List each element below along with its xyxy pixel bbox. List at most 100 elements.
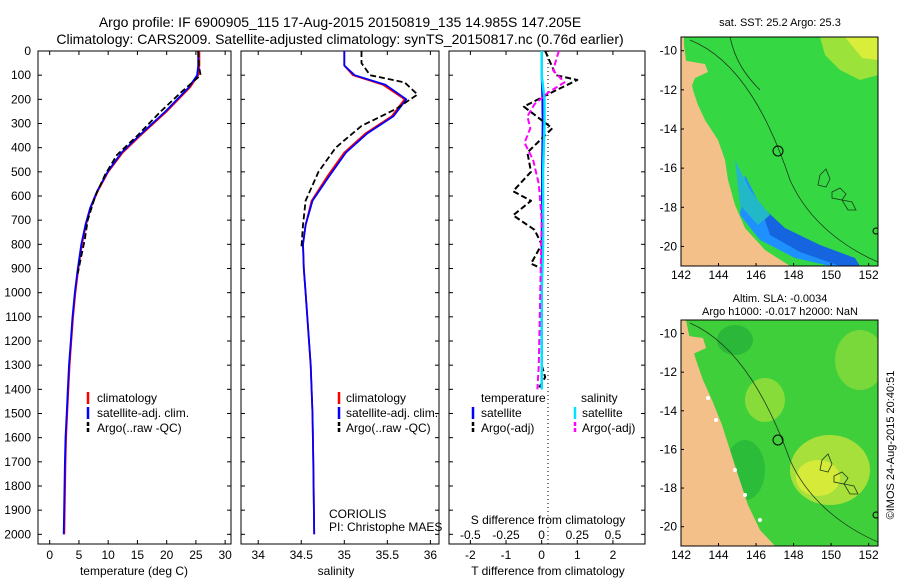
- sla-map: [681, 320, 878, 546]
- difference-series: [512, 51, 579, 390]
- x-tick-label: 15: [131, 548, 145, 562]
- s-tick-label: -0.25: [492, 528, 520, 542]
- lon-tick-label: 150: [821, 268, 841, 282]
- x-tick-label: -2: [465, 548, 476, 562]
- lat-tick-label: -14: [660, 404, 678, 418]
- difference-panel-frame: [448, 50, 646, 545]
- lon-tick-label: 144: [709, 268, 729, 282]
- depth-tick-label: 100: [11, 68, 31, 82]
- lon-tick-label: 152: [859, 548, 879, 562]
- legend-satellite-label: satellite-adj. clim.: [97, 406, 189, 420]
- temperature-panel-frame: [37, 50, 232, 545]
- s-tick-label: -0.5: [460, 528, 481, 542]
- lat-tick-label: -16: [660, 442, 678, 456]
- lat-tick-label: -20: [660, 520, 678, 534]
- difference-legend: temperature salinity satellite Argo(-adj…: [471, 391, 635, 435]
- depth-tick-label: 1400: [4, 382, 31, 396]
- argo-position-marker-top: [772, 145, 784, 157]
- x-tick-label: 35.5: [376, 548, 400, 562]
- map-top-title: sat. SST: 25.2 Argo: 25.3: [719, 17, 841, 29]
- temperature-x-axis: 0 5 10 15 20 25 30: [46, 51, 232, 562]
- x-tick-label: 35: [338, 548, 352, 562]
- x-tick-label: 30: [218, 548, 232, 562]
- lat-tick-label: -16: [660, 161, 678, 175]
- lon-tick-label: 142: [671, 548, 691, 562]
- depth-tick-label: 1300: [4, 358, 31, 372]
- s-tick-label: 0.25: [566, 528, 590, 542]
- map-top-axes: 142 144 146 148 150 152 -10 -12 -14 -16 -18 -20: [660, 44, 879, 282]
- series-line-3-4: [523, 51, 566, 390]
- salinity-legend: climatology satellite-adj. clim. Argo(..…: [337, 391, 438, 435]
- lat-tick-label: -10: [660, 327, 678, 341]
- legend-t-satellite-label: satellite: [481, 406, 522, 420]
- lat-tick-label: -10: [660, 44, 678, 58]
- lon-tick-label: 152: [859, 268, 879, 282]
- difference-x-axis: -2 -1 0 1 2 -0.5 -0.25 0 0.25 0.5: [460, 51, 622, 562]
- series-line-2-1: [302, 51, 406, 535]
- lon-tick-label: 142: [671, 268, 691, 282]
- temperature-xlabel: temperature (deg C): [80, 564, 188, 578]
- series-line-1-1: [63, 51, 201, 535]
- depth-tick-label: 1600: [4, 431, 31, 445]
- depth-tick-label: 200: [11, 92, 31, 106]
- temperature-legend: climatology satellite-adj. clim. Argo(..…: [86, 391, 189, 435]
- series-line-1-3: [76, 51, 202, 274]
- lat-tick-label: -12: [660, 365, 678, 379]
- series-line-1-2: [62, 51, 200, 535]
- lat-tick-label: -20: [660, 239, 678, 253]
- map-top-frame: [680, 36, 879, 267]
- series-line-2-2: [302, 51, 408, 535]
- x-tick-label: 20: [160, 548, 174, 562]
- x-tick-label: 0: [538, 548, 545, 562]
- lon-tick-label: 148: [784, 548, 804, 562]
- temperature-series: [62, 51, 202, 535]
- depth-tick-label: 700: [11, 213, 31, 227]
- map-bottom-frame: [680, 319, 879, 547]
- depth-tick-label: 1800: [4, 479, 31, 493]
- legend-t-argo-label: Argo(-adj): [481, 421, 534, 435]
- depth-tick-label: 1000: [4, 286, 31, 300]
- legend-climatology-label-2: climatology: [346, 391, 406, 405]
- x-tick-label: 0: [46, 548, 53, 562]
- lon-tick-label: 148: [784, 268, 804, 282]
- s-tick-label: 0.5: [605, 528, 622, 542]
- x-tick-label: 36: [424, 548, 438, 562]
- legend-argo-label: Argo(..raw -QC): [97, 421, 182, 435]
- s-diff-xlabel: S difference from climatology: [471, 513, 626, 527]
- header-line2: Climatology: CARS2009. Satellite-adjuste…: [56, 31, 623, 47]
- salinity-panel-frame: [240, 50, 440, 545]
- depth-tick-label: 1100: [5, 310, 31, 324]
- argo-position-marker-bottom: [772, 434, 784, 446]
- x-tick-label: -1: [501, 548, 512, 562]
- x-tick-label: 10: [102, 548, 116, 562]
- imos-timestamp: ©IMOS 24-Aug-2015 20:40:51: [885, 371, 897, 520]
- depth-tick-label: 1700: [4, 455, 31, 469]
- series-line-3-3: [540, 51, 546, 390]
- depth-tick-label: 400: [11, 141, 31, 155]
- x-tick-label: 34: [252, 548, 266, 562]
- pi-label: PI: Christophe MAES: [329, 520, 442, 534]
- lat-tick-label: -14: [660, 122, 678, 136]
- legend-temperature-heading: temperature: [481, 391, 546, 405]
- depth-tick-label: 300: [11, 117, 31, 131]
- lon-tick-label: 144: [709, 548, 729, 562]
- lon-tick-label: 146: [746, 268, 766, 282]
- salinity-series: [300, 51, 419, 535]
- map-bottom-title2: Argo h1000: -0.017 h2000: NaN: [702, 306, 858, 318]
- depth-tick-label: 0: [24, 44, 31, 58]
- coriolis-label: CORIOLIS: [329, 507, 386, 521]
- legend-s-satellite-label: satellite: [582, 406, 623, 420]
- legend-salinity-heading: salinity: [581, 391, 618, 405]
- series-line-2-3: [300, 51, 419, 250]
- lat-tick-label: -18: [660, 481, 678, 495]
- x-tick-label: 5: [76, 548, 83, 562]
- depth-tick-label: 1500: [4, 407, 31, 421]
- depth-tick-label: 600: [11, 189, 31, 203]
- legend-satellite-label-2: satellite-adj. clim.: [346, 406, 438, 420]
- lon-tick-label: 146: [746, 548, 766, 562]
- s-tick-label: 0: [538, 528, 545, 542]
- legend-s-argo-label: Argo(-adj): [582, 421, 635, 435]
- lon-tick-label: 150: [821, 548, 841, 562]
- depth-tick-label: 2000: [4, 527, 31, 541]
